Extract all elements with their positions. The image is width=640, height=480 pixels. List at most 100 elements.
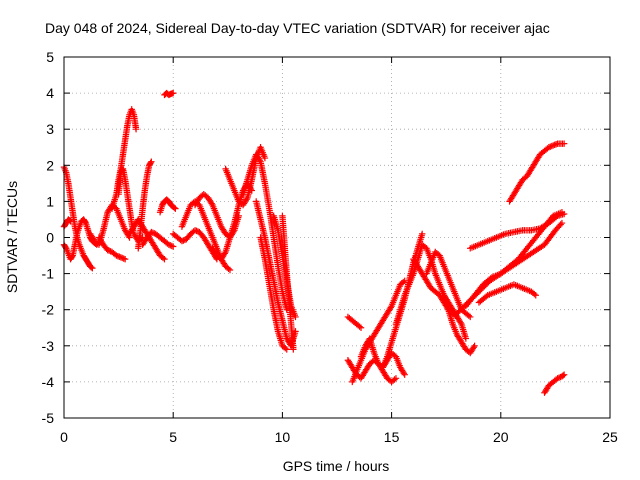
data-point: [545, 379, 555, 389]
data-point: [392, 308, 403, 328]
data-point: [187, 228, 197, 238]
data-point: [200, 212, 211, 229]
y-tick-label: 5: [46, 49, 54, 65]
data-point: [418, 270, 429, 283]
data-point: [178, 214, 189, 230]
data-point: [67, 194, 76, 214]
data-point: [167, 201, 176, 210]
data-point: [379, 355, 390, 371]
data-point: [388, 326, 399, 346]
data-point: [375, 318, 386, 331]
chart-title: Day 048 of 2024, Sidereal Day-to-day VTE…: [45, 20, 550, 36]
axis-ticks: [63, 56, 611, 419]
data-point: [515, 246, 529, 263]
data-point: [65, 180, 74, 200]
data-point: [392, 283, 403, 299]
data-point: [528, 288, 538, 298]
data-point: [554, 373, 564, 382]
data-point: [257, 234, 268, 261]
data-point: [172, 205, 179, 212]
data-point: [532, 292, 539, 299]
data-point: [270, 234, 281, 268]
data-point: [115, 171, 124, 198]
x-tick-label: 10: [275, 429, 291, 445]
data-point: [523, 167, 534, 180]
data-point: [183, 232, 193, 243]
data-point: [148, 158, 155, 165]
data-point: [353, 320, 363, 330]
data-point: [141, 174, 150, 194]
data-point: [423, 261, 434, 277]
y-tick-label: 3: [46, 121, 54, 137]
data-point: [76, 219, 84, 230]
data-point: [375, 360, 385, 370]
data-point: [143, 163, 153, 180]
data-point: [78, 246, 87, 257]
series-arc-l: [161, 89, 177, 99]
data-point: [126, 205, 135, 225]
x-axis-title: GPS time / hours: [283, 458, 390, 474]
data-point: [279, 317, 290, 340]
data-point: [550, 141, 560, 149]
data-point: [388, 293, 399, 310]
data-point: [530, 242, 547, 256]
data-point: [436, 252, 447, 268]
data-point: [170, 89, 177, 97]
data-point: [287, 320, 297, 351]
data-point: [515, 177, 525, 191]
y-tick-labels: -5 -4 -3 -2 -1 0 1 2 3 4 5: [42, 49, 55, 426]
data-point: [204, 241, 215, 254]
data-point: [170, 230, 180, 240]
series-arc-aj: [506, 140, 568, 205]
data-point: [161, 255, 168, 263]
data-point: [100, 210, 111, 234]
data-point: [462, 293, 477, 310]
data-point: [121, 176, 131, 196]
data-point: [458, 338, 469, 352]
data-point: [532, 152, 543, 165]
data-point: [519, 284, 533, 295]
data-point: [124, 190, 133, 211]
y-tick-label: -4: [42, 374, 55, 390]
data-point: [76, 241, 84, 252]
data-point: [156, 252, 167, 262]
data-point: [213, 252, 223, 262]
data-point: [252, 198, 264, 221]
data-point: [453, 331, 464, 344]
series-arc-ae: [440, 292, 478, 357]
data-point: [80, 252, 89, 262]
data-point: [119, 138, 129, 158]
data-point: [427, 250, 438, 266]
data-point: [266, 205, 277, 239]
data-point: [126, 224, 137, 238]
data-point: [104, 246, 114, 255]
data-point: [344, 313, 355, 323]
data-point: [475, 293, 490, 306]
data-point: [270, 277, 281, 304]
y-tick-label: -5: [42, 410, 55, 426]
data-point: [196, 192, 206, 201]
series-arc-r: [239, 151, 290, 313]
data-point: [67, 218, 74, 225]
data-point: [213, 212, 224, 229]
data-point: [170, 243, 177, 250]
data-point: [191, 196, 202, 209]
data-point: [283, 270, 292, 301]
data-point: [266, 281, 277, 311]
data-point: [132, 126, 140, 133]
data-point: [78, 217, 86, 225]
data-point: [244, 178, 255, 201]
data-point: [510, 281, 525, 291]
x-tick-label: 15: [384, 429, 400, 445]
y-tick-label: 2: [46, 157, 54, 173]
data-point: [397, 293, 408, 313]
data-point: [200, 234, 211, 247]
data-point: [108, 248, 119, 258]
data-point: [467, 242, 481, 252]
data-point: [475, 238, 490, 248]
data-point: [379, 311, 390, 324]
y-tick-label: 4: [46, 85, 54, 101]
data-point: [82, 255, 91, 265]
data-point: [279, 288, 290, 312]
